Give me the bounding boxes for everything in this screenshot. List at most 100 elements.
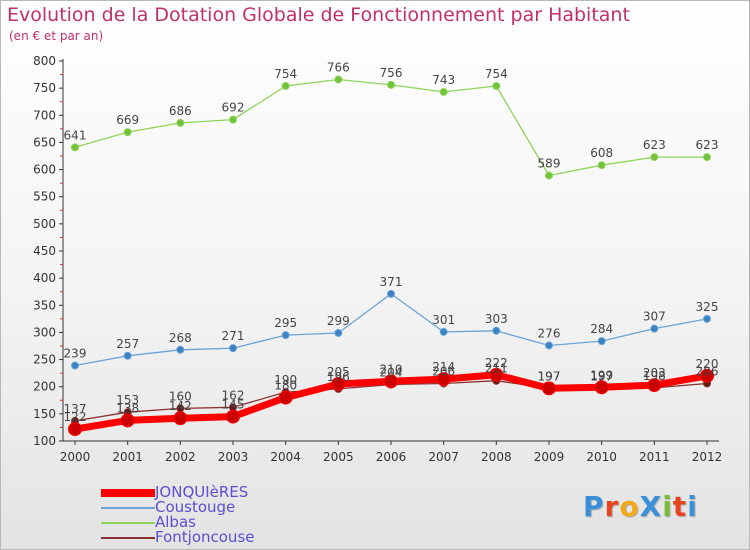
data-point: [594, 380, 609, 395]
data-point: [281, 331, 290, 340]
data-point: [281, 81, 290, 90]
x-tick-label: 2002: [165, 450, 196, 464]
data-point: [68, 422, 82, 437]
data-label: 766: [327, 60, 350, 74]
data-point: [597, 161, 606, 170]
data-label: 669: [116, 113, 139, 127]
data-label: 303: [485, 312, 508, 326]
y-tick-label: 650: [33, 135, 56, 149]
logo-letter: o: [619, 490, 640, 523]
data-point: [71, 143, 79, 152]
data-label: 692: [222, 101, 245, 115]
logo-letter: t: [672, 490, 688, 523]
data-label: 268: [169, 331, 192, 345]
data-label: 371: [380, 275, 403, 289]
data-label: 301: [432, 313, 455, 327]
data-label: 197: [538, 369, 561, 383]
series-lines: [68, 75, 714, 437]
data-label: 325: [696, 300, 719, 314]
data-point: [176, 345, 185, 354]
data-label: 137: [64, 402, 87, 416]
data-label: 197: [538, 369, 561, 383]
y-tick-label: 100: [33, 434, 56, 448]
y-tick-label: 350: [33, 298, 56, 312]
data-point: [489, 367, 504, 382]
data-label: 743: [432, 73, 455, 87]
x-tick-label: 2006: [376, 450, 407, 464]
x-tick-label: 2000: [60, 450, 91, 464]
data-point: [439, 327, 448, 336]
x-tick-label: 2008: [481, 450, 512, 464]
x-tick-label: 2004: [270, 450, 301, 464]
logo-letter: P: [583, 490, 605, 523]
data-point: [384, 374, 398, 389]
y-tick-label: 400: [33, 271, 56, 285]
legend-label: Fontjoncouse: [155, 528, 255, 546]
legend-swatch: [101, 521, 155, 525]
proxiti-logo: ProXiti: [583, 490, 698, 523]
data-label: 199: [590, 368, 613, 382]
data-point: [703, 314, 711, 323]
data-point: [334, 75, 343, 84]
data-point: [331, 377, 346, 391]
y-tick-label: 750: [33, 81, 56, 95]
data-label: 295: [274, 316, 297, 330]
x-tick-label: 2011: [639, 450, 670, 464]
data-label: 162: [222, 388, 245, 402]
data-point: [123, 128, 132, 137]
data-point: [650, 324, 659, 333]
data-label: 271: [222, 329, 245, 343]
data-point: [597, 337, 606, 346]
data-label: 203: [643, 366, 666, 380]
data-label: 180: [274, 379, 297, 393]
data-point: [334, 328, 343, 337]
data-label: 257: [116, 337, 139, 351]
data-point: [439, 87, 448, 96]
data-point: [492, 81, 501, 90]
data-point: [542, 381, 556, 396]
axes: 100 150 200 250 300 350 400 450 500 550 600 650 700 7…: [33, 54, 722, 464]
data-point: [545, 171, 553, 180]
data-point: [387, 289, 395, 298]
y-tick-label: 600: [33, 163, 56, 177]
y-tick-label: 150: [33, 407, 56, 421]
legend-label: Coustouge: [155, 498, 236, 516]
data-label: 210: [380, 362, 403, 376]
data-point: [176, 118, 185, 127]
legend-swatch: [101, 489, 155, 497]
data-point: [120, 413, 135, 428]
data-label: 239: [64, 347, 87, 361]
data-label: 623: [696, 138, 719, 152]
data-label: 138: [116, 401, 139, 415]
data-label: 211: [485, 362, 508, 376]
data-point: [71, 361, 79, 370]
y-tick-label: 300: [33, 325, 56, 339]
y-tick-label: 200: [33, 380, 56, 394]
data-label: 190: [274, 373, 297, 387]
legend-label: Albas: [155, 513, 196, 531]
y-tick-label: 800: [33, 54, 56, 68]
data-point: [647, 378, 662, 393]
data-label: 160: [169, 389, 192, 403]
data-point: [123, 351, 132, 360]
x-tick-label: 2009: [534, 450, 565, 464]
data-point: [703, 153, 711, 162]
legend-item: Fontjoncouse: [101, 528, 361, 546]
data-label: 206: [696, 364, 719, 378]
data-point: [650, 153, 659, 162]
data-point: [229, 344, 237, 353]
data-label: 198: [643, 369, 666, 383]
data-point: [545, 341, 553, 350]
data-point: [700, 368, 714, 383]
legend-label: JONQUIèRES: [155, 483, 249, 501]
data-label: 641: [64, 128, 87, 142]
logo-letter: r: [604, 490, 620, 523]
data-label: 754: [274, 67, 297, 81]
y-tick-label: 450: [33, 244, 56, 258]
data-point: [492, 326, 501, 335]
data-point: [387, 80, 395, 89]
data-label: 608: [590, 146, 613, 160]
